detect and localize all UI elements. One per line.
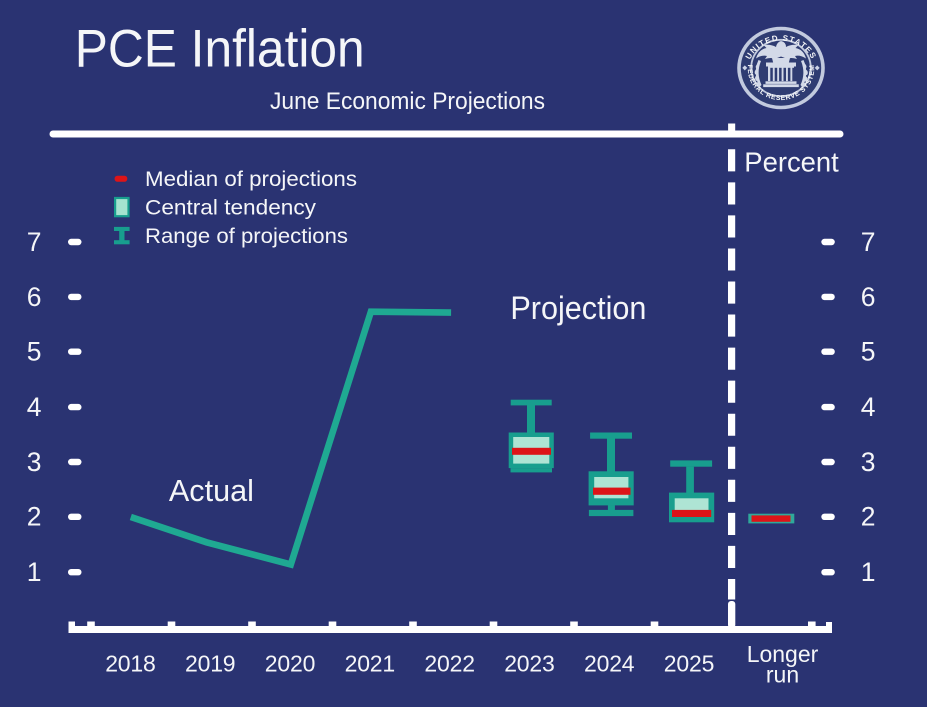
svg-text:Projection: Projection xyxy=(510,290,646,326)
svg-text:Central tendency: Central tendency xyxy=(145,196,317,219)
svg-text:2023: 2023 xyxy=(504,650,555,676)
svg-text:run: run xyxy=(766,662,799,688)
svg-text:4: 4 xyxy=(861,392,876,422)
svg-text:2021: 2021 xyxy=(345,650,396,676)
svg-text:3: 3 xyxy=(27,447,42,477)
svg-text:1: 1 xyxy=(27,557,42,587)
svg-text:6: 6 xyxy=(27,282,42,312)
svg-text:2: 2 xyxy=(861,502,876,532)
svg-text:Median of projections: Median of projections xyxy=(145,168,357,191)
svg-text:Percent: Percent xyxy=(744,146,839,177)
svg-text:2: 2 xyxy=(27,502,42,532)
svg-text:2022: 2022 xyxy=(424,650,475,676)
svg-text:7: 7 xyxy=(861,227,876,257)
svg-text:2019: 2019 xyxy=(185,650,236,676)
svg-text:Range of projections: Range of projections xyxy=(145,225,348,248)
svg-text:2025: 2025 xyxy=(664,650,715,676)
svg-text:4: 4 xyxy=(27,392,42,422)
svg-text:1: 1 xyxy=(861,557,876,587)
svg-text:2018: 2018 xyxy=(105,650,156,676)
svg-text:Longer: Longer xyxy=(747,641,819,667)
svg-text:June Economic Projections: June Economic Projections xyxy=(270,88,545,115)
svg-text:5: 5 xyxy=(861,337,876,367)
svg-text:2024: 2024 xyxy=(584,650,635,676)
svg-text:7: 7 xyxy=(27,227,42,257)
svg-text:PCE Inflation: PCE Inflation xyxy=(75,19,365,78)
svg-text:5: 5 xyxy=(27,337,42,367)
svg-text:Actual: Actual xyxy=(169,473,254,508)
svg-text:6: 6 xyxy=(861,282,876,312)
svg-text:3: 3 xyxy=(861,447,876,477)
svg-text:2020: 2020 xyxy=(265,650,316,676)
